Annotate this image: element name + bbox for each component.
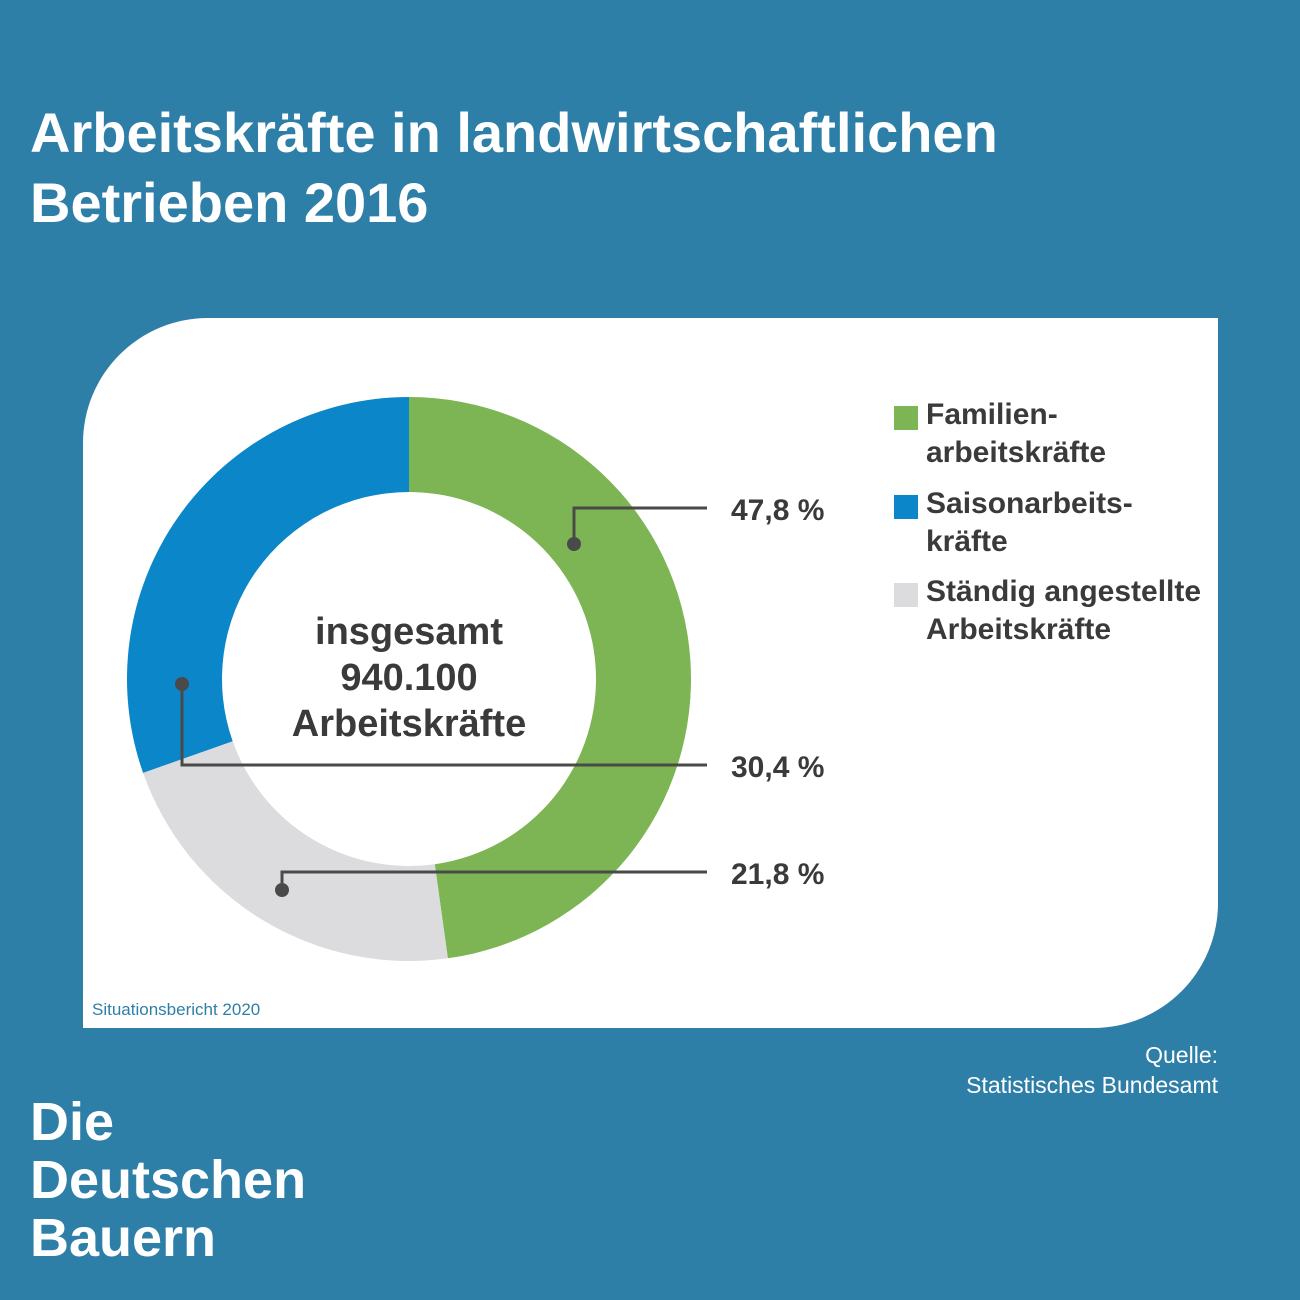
brand-line-1: Die: [30, 1092, 115, 1152]
chart-title-line-2: Betrieben 2016: [30, 171, 429, 234]
chart-title: Arbeitskräfte in landwirtschaftlichen Be…: [30, 98, 1230, 238]
donut-slice-1: [143, 741, 448, 961]
leader-dot-2: [175, 677, 189, 691]
chart-card: 47,8 % 21,8 % 30,4 % insgesamt 940.100 Arbeit…: [83, 318, 1218, 1028]
value-label-0: 47,8 %: [731, 494, 824, 527]
leader-dot-0: [567, 537, 581, 551]
source-label: Quelle:: [1145, 1042, 1218, 1068]
brand-line-2: Deutschen: [30, 1150, 307, 1210]
source-name: Statistisches Bundesamt: [966, 1072, 1218, 1098]
donut-chart: 47,8 % 21,8 % 30,4 % insgesamt940.100Arbeit…: [126, 397, 824, 961]
brand-logo: Die Deutschen Bauern: [30, 1093, 306, 1267]
center-label-line-3: Arbeitskräfte: [292, 703, 526, 745]
center-label-line-1: insgesamt: [315, 611, 503, 653]
leader-line-0: [572, 506, 707, 544]
value-label-2: 30,4 %: [731, 751, 824, 784]
legend-swatch-1: [894, 583, 918, 607]
legend-swatch-2: [894, 495, 918, 519]
center-label-line-2: 940.100: [340, 657, 477, 699]
report-note: Situationsbericht 2020: [92, 1000, 261, 1019]
legend-label-1: Ständig angestellte Arbeitskräfte: [926, 575, 1202, 646]
legend-swatch-0: [894, 406, 918, 430]
value-label-1: 21,8 %: [731, 858, 824, 891]
source-credit: Quelle: Statistisches Bundesamt: [966, 1040, 1218, 1100]
donut-slice-0: [409, 397, 691, 959]
donut-slice-2: [126, 397, 409, 773]
brand-line-3: Bauern: [30, 1208, 217, 1268]
leader-dot-1: [275, 883, 289, 897]
leader-line-2: [180, 684, 707, 767]
legend-label-0: Familien- arbeitskräfte: [926, 398, 1107, 469]
legend-label-2: Saisonarbeits- kräfte: [926, 487, 1133, 558]
chart-title-line-1: Arbeitskräfte in landwirtschaftlichen: [30, 101, 998, 164]
